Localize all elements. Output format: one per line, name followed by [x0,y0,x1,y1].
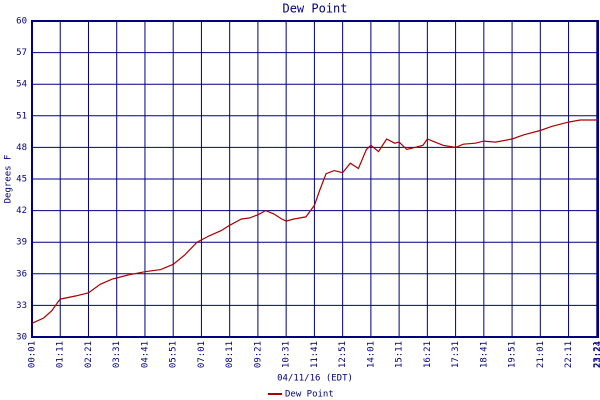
x-tick-label: 03:31 [112,341,122,368]
y-tick-label: 54 [16,80,27,90]
x-tick-label: 14:01 [366,341,376,368]
x-tick-label: 01:11 [56,341,66,368]
chart-title: Dew Point [282,2,347,16]
y-tick-label: 48 [16,143,27,153]
x-axis-label: 04/11/16 (EDT) [277,374,353,384]
x-tick-label: 22:11 [564,341,574,368]
x-tick-label: 18:41 [479,341,489,368]
y-tick-label: 30 [16,333,27,343]
x-tick-label: 16:21 [423,341,433,368]
x-tick-label: 21:01 [536,341,546,368]
x-tick-label: 05:51 [169,341,179,368]
x-tick-label: 04:41 [140,341,150,368]
y-tick-label: 33 [16,301,27,311]
x-tick-label: 00:01 [28,341,38,368]
x-tick-label: 07:01 [197,341,207,368]
x-tick-label: 23:21 [592,341,600,368]
y-tick-label: 51 [16,111,27,121]
x-tick-label: 08:11 [225,341,235,368]
x-tick-label: 09:21 [253,341,263,368]
x-tick-label: 11:41 [310,341,320,368]
y-tick-label: 42 [16,206,27,216]
y-tick-label: 39 [16,238,27,248]
legend-label: Dew Point [285,390,334,400]
y-tick-label: 45 [16,175,27,185]
y-axis-label: Degrees F [4,155,14,204]
x-tick-label: 19:51 [508,341,518,368]
y-tick-label: 60 [16,17,27,27]
x-tick-label: 12:51 [338,341,348,368]
x-tick-label: 02:21 [84,341,94,368]
data-line [31,119,598,324]
x-tick-label: 23:24 [594,341,600,368]
y-tick-label: 36 [16,269,27,279]
x-tick-label: 17:31 [451,341,461,368]
x-tick-label: 15:11 [395,341,405,368]
x-tick-label: 10:31 [282,341,292,368]
y-tick-label: 57 [16,48,27,58]
